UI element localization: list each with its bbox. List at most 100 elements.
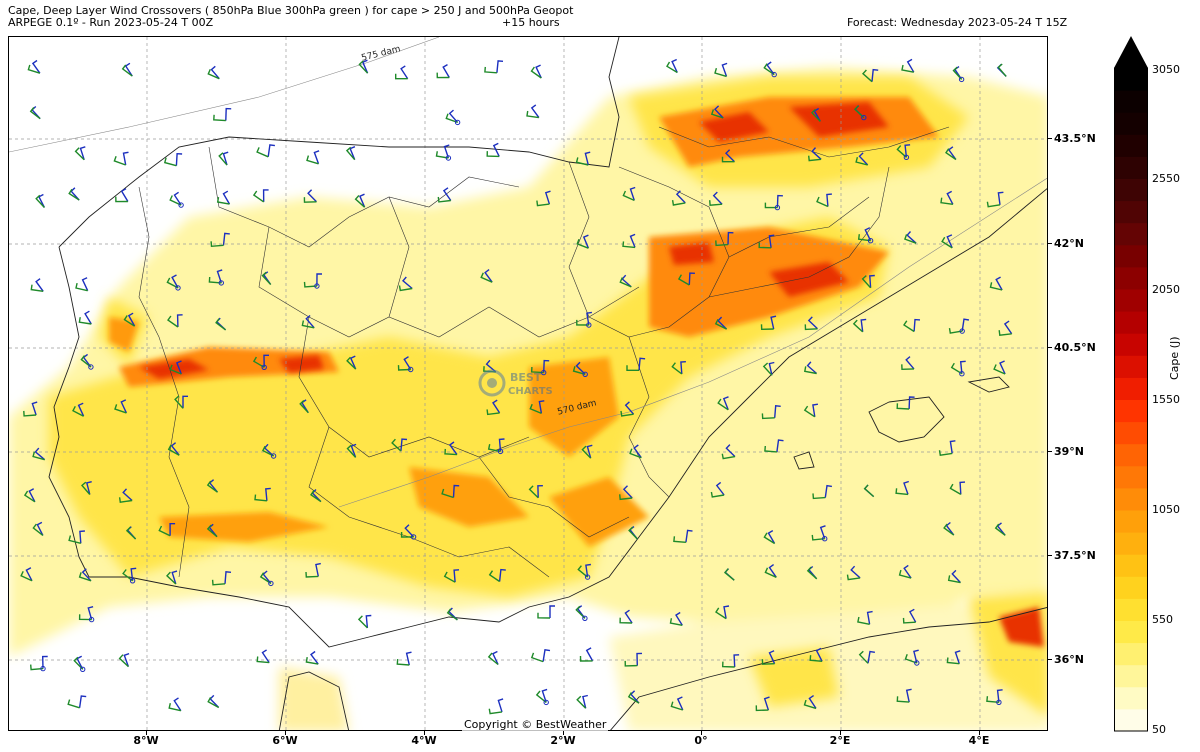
lon-label-2e: 2°E xyxy=(829,734,851,747)
wind-barb-300hpa-icon xyxy=(714,318,727,330)
wind-barb-300hpa-icon xyxy=(803,405,816,418)
wind-barb-300hpa-icon xyxy=(898,569,912,579)
wind-barb-850hpa-icon xyxy=(452,484,460,498)
wind-barb-850hpa-icon xyxy=(715,481,725,496)
wind-barb-850hpa-icon xyxy=(316,273,322,287)
wind-barb-300hpa-icon xyxy=(622,241,636,249)
calm-wind-icon xyxy=(497,448,504,455)
wind-barb-300hpa-icon xyxy=(32,451,45,461)
wind-barb-850hpa-icon xyxy=(350,443,357,458)
colorbar-band xyxy=(1114,443,1148,467)
wind-barb-850hpa-icon xyxy=(263,354,269,368)
wind-barb-300hpa-icon xyxy=(75,282,88,292)
wind-barb-300hpa-icon xyxy=(671,362,683,375)
wind-barb-300hpa-icon xyxy=(952,66,963,80)
colorbar-band xyxy=(1114,465,1148,489)
map-panel[interactable]: 575 dam 570 dam xyxy=(8,36,1048,731)
calm-wind-icon xyxy=(959,328,965,334)
wind-barb-850hpa-icon xyxy=(951,569,962,584)
wind-barb-300hpa-icon xyxy=(166,571,177,585)
graticule xyxy=(9,37,1047,730)
calm-wind-icon xyxy=(40,665,46,672)
wind-barb-850hpa-icon xyxy=(35,278,44,292)
wind-barb-300hpa-icon xyxy=(709,200,723,206)
wind-barb-850hpa-icon xyxy=(498,438,505,452)
wind-barb-850hpa-icon xyxy=(904,144,911,158)
wind-barb-300hpa-icon xyxy=(895,488,909,496)
calm-wind-icon xyxy=(175,285,181,291)
wind-barb-300hpa-icon xyxy=(763,63,775,76)
wind-barb-300hpa-icon xyxy=(23,410,37,417)
wind-barb-850hpa-icon xyxy=(946,234,953,249)
wind-barb-300hpa-icon xyxy=(671,199,686,206)
wind-barb-850hpa-icon xyxy=(307,189,317,203)
wind-barb-300hpa-icon xyxy=(755,705,769,712)
wind-barb-300hpa-icon xyxy=(576,319,589,326)
wind-barb-850hpa-icon xyxy=(267,144,275,157)
wind-barb-300hpa-icon xyxy=(118,497,133,503)
wind-barb-300hpa-icon xyxy=(710,491,725,498)
colorbar-band xyxy=(1114,90,1148,113)
forecast-time-label: Forecast: Wednesday 2023-05-24 T 15Z xyxy=(847,16,1068,29)
wind-barb-850hpa-icon xyxy=(776,194,783,208)
wind-barb-850hpa-icon xyxy=(959,360,966,374)
wind-barb-300hpa-icon xyxy=(761,659,775,665)
wind-barb-850hpa-icon xyxy=(222,151,229,166)
wind-barb-300hpa-icon xyxy=(576,695,587,709)
calm-wind-icon xyxy=(959,371,965,377)
colorbar-extend-arrow-icon xyxy=(1114,36,1148,68)
lon-tick xyxy=(840,731,841,735)
wind-barb-300hpa-icon xyxy=(947,575,961,584)
lon-label-4e: 4°E xyxy=(968,734,990,747)
wind-barb-850hpa-icon xyxy=(688,272,695,286)
wind-barb-300hpa-icon xyxy=(301,320,315,329)
wind-barb-850hpa-icon xyxy=(866,610,873,625)
wind-barb-850hpa-icon xyxy=(182,395,188,409)
colorbar-label-3050: 3050 xyxy=(1152,63,1180,76)
wind-barb-300hpa-icon xyxy=(530,366,544,374)
wind-barb-300hpa-icon xyxy=(762,362,773,376)
wind-barb-300hpa-icon xyxy=(530,66,542,79)
wind-barb-300hpa-icon xyxy=(950,362,963,375)
wind-barb-850hpa-icon xyxy=(79,530,85,544)
wind-barb-300hpa-icon xyxy=(73,656,84,670)
wind-barb-300hpa-icon xyxy=(673,536,686,543)
calm-wind-icon xyxy=(261,364,267,370)
wind-barb-850hpa-icon xyxy=(31,401,38,416)
wind-barb-300hpa-icon xyxy=(259,572,272,584)
calm-wind-icon xyxy=(454,119,461,126)
wind-barb-850hpa-icon xyxy=(79,146,86,161)
wind-barb-300hpa-icon xyxy=(252,356,265,368)
wind-barb-850hpa-icon xyxy=(78,695,87,708)
wind-barb-300hpa-icon xyxy=(118,654,129,668)
wind-barb-850hpa-icon xyxy=(721,62,728,77)
wind-barb-300hpa-icon xyxy=(581,445,592,459)
wind-barb-300hpa-icon xyxy=(74,147,85,161)
wind-barb-300hpa-icon xyxy=(484,66,497,74)
wind-barb-850hpa-icon xyxy=(815,647,823,662)
wind-barb-300hpa-icon xyxy=(30,664,44,671)
calm-wind-icon xyxy=(774,204,781,211)
wind-barb-300hpa-icon xyxy=(123,315,135,327)
wind-barb-300hpa-icon xyxy=(358,60,369,74)
wind-barb-300hpa-icon xyxy=(215,318,227,331)
wind-barb-300hpa-icon xyxy=(446,608,458,621)
wind-barb-850hpa-icon xyxy=(722,396,729,411)
colorbar-band xyxy=(1114,487,1148,511)
colorbar-band xyxy=(1114,664,1148,688)
wind-barb-850hpa-icon xyxy=(622,485,633,499)
wind-barb-850hpa-icon xyxy=(869,274,875,288)
wind-barb-850hpa-icon xyxy=(633,444,642,459)
calm-wind-icon xyxy=(822,536,828,542)
lon-tick xyxy=(146,731,147,735)
colorbar-band xyxy=(1114,156,1148,179)
wind-barb-300hpa-icon xyxy=(863,484,875,498)
wind-barb-300hpa-icon xyxy=(858,650,869,664)
wind-barb-300hpa-icon xyxy=(23,490,36,503)
wind-barb-850hpa-icon xyxy=(349,355,357,370)
wind-barb-300hpa-icon xyxy=(629,448,642,459)
wind-barb-850hpa-icon xyxy=(453,569,460,583)
wind-barb-850hpa-icon xyxy=(871,68,879,82)
wind-barb-300hpa-icon xyxy=(207,69,220,80)
wind-barb-850hpa-icon xyxy=(120,188,129,202)
